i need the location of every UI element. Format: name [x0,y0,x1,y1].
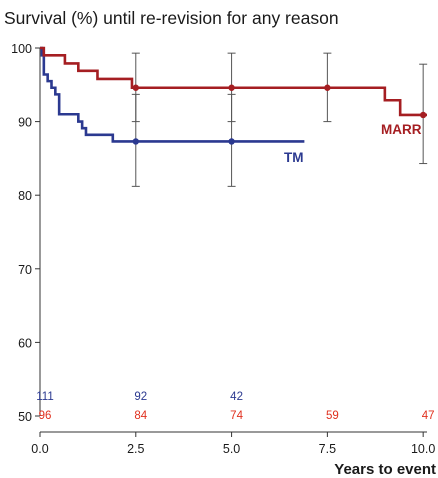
legend-label-marr: MARR [381,122,422,137]
y-tick-label: 70 [18,263,32,277]
x-tick-label: 7.5 [319,442,336,456]
y-tick-label: 100 [11,42,32,56]
at-risk-count: 111 [36,391,53,403]
series-line-marr [40,46,427,117]
x-axis-label: Years to event [334,461,436,478]
at-risk-count: 96 [39,410,52,422]
at-risk-count: 74 [230,410,243,422]
x-tick-label: 2.5 [127,442,144,456]
error-bars [131,52,428,187]
x-tick-label: 0.0 [31,442,48,456]
y-ticks: 50 60 70 80 90 100 [11,42,40,424]
data-point-tm [132,138,139,145]
chart-title: Survival (%) until re-revision for any r… [4,8,339,28]
data-point-marr [132,84,139,91]
data-point-tm [228,138,235,145]
at-risk-count: 59 [326,410,339,422]
y-tick-label: 80 [18,189,32,203]
y-tick-label: 60 [18,336,32,350]
legend-label-tm: TM [284,150,304,165]
x-tick-label: 10.0 [411,442,435,456]
y-tick-label: 50 [18,410,32,424]
data-point-marr [324,84,331,91]
axes [39,48,427,433]
at-risk-count: 47 [422,410,435,422]
at-risk-count: 42 [230,391,243,403]
at-risk-numbers: 111 92 42 96 84 74 59 47 [36,391,434,422]
x-tick-label: 5.0 [223,442,240,456]
x-ticks: 0.0 2.5 5.0 7.5 10.0 [31,432,435,456]
data-point-marr [228,84,235,91]
y-tick-label: 90 [18,116,32,130]
series-lines [40,46,427,143]
data-point-marr [419,111,427,119]
series-points [132,84,427,145]
at-risk-count: 92 [134,391,147,403]
series-line-tm [40,46,305,143]
at-risk-count: 84 [134,410,147,422]
